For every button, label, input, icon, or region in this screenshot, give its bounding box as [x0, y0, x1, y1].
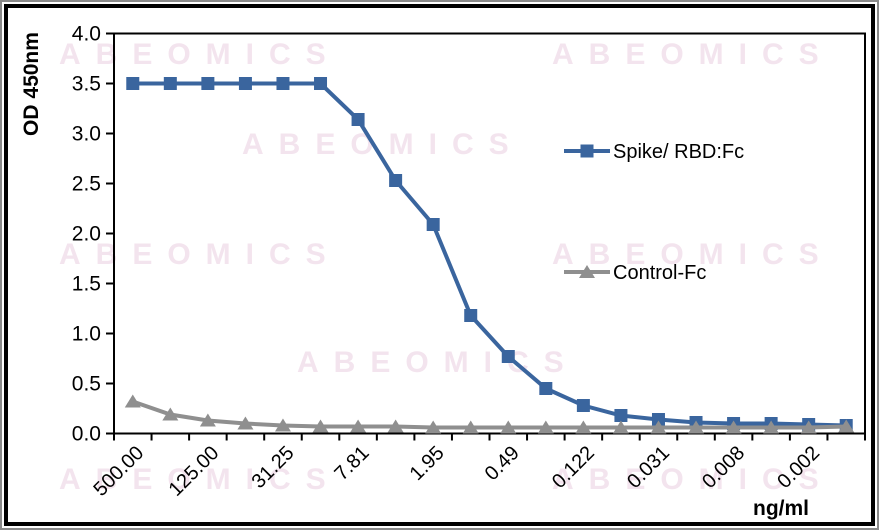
y-tick-label: 3.0 [72, 123, 101, 146]
data-point-marker [614, 409, 628, 422]
data-point-marker [162, 407, 179, 421]
data-point-marker [838, 419, 855, 433]
data-point-marker [500, 420, 517, 434]
legend-key-spike-rbd-fc [564, 144, 610, 158]
data-point-marker [575, 420, 592, 434]
data-point-marker [276, 77, 290, 90]
data-point-marker [237, 416, 254, 430]
y-axis-title: OD 450nm [20, 32, 43, 136]
series-line [132, 399, 847, 430]
x-tick-label: 1.95 [406, 442, 449, 485]
data-point-marker [651, 413, 665, 426]
data-point-marker [539, 382, 553, 395]
legend-key-control-fc [564, 265, 610, 278]
data-point-marker [274, 418, 291, 432]
data-point-marker [462, 420, 479, 434]
data-point-marker [124, 394, 141, 408]
y-tick-label: 1.0 [72, 323, 101, 346]
data-point-marker [537, 420, 554, 434]
legend-label-spike-rbd-fc: Spike/ RBD:Fc [613, 141, 744, 163]
y-tick-label: 0.0 [72, 423, 101, 446]
watermark-text: ABEOMICS [59, 38, 341, 71]
watermark-layer: ABEOMICS ABEOMICS ABEOMICS ABEOMICS ABEOMICS… [59, 38, 834, 496]
data-point-marker [199, 413, 216, 427]
y-tick-label: 1.5 [72, 273, 101, 296]
data-point-marker [725, 420, 742, 434]
data-point-marker [612, 420, 629, 434]
data-point-marker [800, 420, 817, 434]
y-tick-label: 2.5 [72, 173, 101, 196]
watermark-text: ABEOMICS [59, 463, 341, 496]
watermark-text: ABEOMICS [297, 346, 579, 379]
data-point-marker [387, 419, 404, 433]
data-point-marker [576, 399, 590, 412]
watermark-text: ABEOMICS [59, 238, 341, 271]
data-point-marker [163, 77, 177, 90]
data-point-marker [763, 420, 780, 434]
legend-label-control-fc: Control-Fc [613, 262, 706, 284]
data-point-marker [650, 420, 667, 434]
legend-marker [579, 265, 595, 278]
data-point-marker [688, 420, 705, 434]
y-tick-label: 4.0 [72, 23, 101, 46]
data-point-marker [426, 218, 440, 231]
data-point-marker [126, 77, 140, 90]
y-tick-label: 3.5 [72, 73, 101, 96]
data-point-marker [238, 77, 252, 90]
data-point-marker [312, 419, 329, 433]
legend-marker [580, 144, 594, 158]
x-axis-title: ng/ml [753, 497, 809, 520]
data-point-marker [501, 350, 515, 363]
data-point-marker [351, 113, 365, 126]
y-tick-label: 0.5 [72, 373, 101, 396]
data-point-marker [201, 77, 215, 90]
data-point-marker [425, 420, 442, 434]
data-point-marker [350, 419, 367, 433]
data-point-marker [389, 174, 403, 187]
series-control-fc [124, 394, 855, 434]
watermark-text: ABEOMICS [552, 238, 834, 271]
x-tick-label: 0.49 [481, 442, 524, 485]
data-point-marker [314, 77, 328, 90]
watermark-text: ABEOMICS [552, 463, 834, 496]
watermark-text: ABEOMICS [552, 38, 834, 71]
y-tick-label: 2.0 [72, 223, 101, 246]
data-point-marker [464, 309, 478, 322]
